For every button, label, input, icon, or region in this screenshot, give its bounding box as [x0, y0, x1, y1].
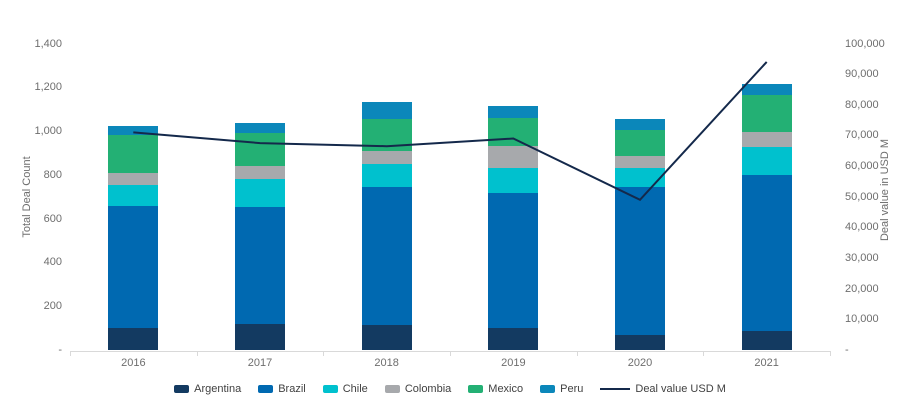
left-axis-tick-label: 1,000	[34, 125, 62, 138]
legend-item-colombia: Colombia	[384, 383, 452, 395]
x-axis-label-2019: 2019	[501, 357, 526, 369]
bar-segment-colombia-2017	[235, 166, 285, 180]
right-axis-title: Deal value in USD M	[879, 138, 891, 242]
x-axis-label-2021: 2021	[754, 357, 779, 369]
deal-value-line	[133, 61, 768, 202]
bar-segment-argentina-2018	[361, 324, 412, 350]
legend-swatch-peru	[540, 385, 556, 393]
left-axis-tick-label: 200	[43, 300, 62, 313]
x-axis-tick-mark	[323, 351, 325, 356]
legend-swatch-brazil	[258, 385, 274, 393]
bar-segment-argentina-2021	[741, 331, 792, 350]
legend-label: Mexico	[488, 383, 524, 395]
legend-label: Deal value USD M	[635, 383, 726, 395]
bar-segment-chile-2016	[108, 184, 159, 206]
bar-segment-chile-2019	[488, 168, 539, 194]
left-axis-tick-label: 400	[43, 256, 62, 269]
legend-swatch-mexico	[468, 385, 484, 393]
bar-segment-mexico-2017	[235, 133, 285, 167]
right-axis-tick-label: 20,000	[845, 282, 879, 295]
bar-segment-colombia-2018	[361, 150, 412, 164]
bar-segment-mexico-2019	[488, 117, 539, 147]
bar-segment-brazil-2016	[108, 205, 159, 329]
bar-segment-brazil-2018	[361, 186, 412, 325]
legend-label: Argentina	[194, 383, 242, 395]
x-axis-tick-mark	[703, 351, 705, 356]
x-axis-label-2016: 2016	[121, 357, 146, 369]
bar-segment-chile-2020	[615, 168, 665, 187]
left-axis-tick-label: 1,400	[34, 37, 62, 50]
bar-segment-peru-2020	[615, 119, 665, 130]
legend-label: Peru	[560, 383, 584, 395]
legend-swatch-colombia	[384, 385, 400, 393]
bar-segment-peru-2018	[361, 101, 412, 120]
right-axis-tick-label: 70,000	[845, 129, 879, 142]
left-axis-tick-label: 600	[43, 212, 62, 225]
bar-segment-peru-2016	[108, 125, 159, 136]
legend-label: Brazil	[278, 383, 306, 395]
bar-segment-mexico-2021	[741, 94, 792, 133]
x-axis-tick-mark	[196, 351, 198, 356]
bar-segment-brazil-2020	[615, 186, 665, 335]
x-axis-tick-mark	[70, 351, 71, 356]
bar-segment-chile-2021	[741, 147, 792, 175]
bar-segment-brazil-2019	[488, 193, 539, 329]
bar-segment-chile-2017	[235, 179, 285, 207]
legend-item-mexico: Mexico	[468, 383, 523, 395]
legend-label: Colombia	[404, 383, 452, 395]
bar-segment-brazil-2017	[235, 206, 285, 324]
right-axis-tick-label: 40,000	[845, 221, 879, 234]
bar-segment-argentina-2017	[235, 323, 285, 350]
bar-segment-argentina-2019	[488, 328, 539, 350]
x-axis-label-2017: 2017	[247, 357, 273, 369]
left-axis-tick-label: 1,200	[34, 81, 62, 94]
bar-segment-brazil-2021	[741, 174, 792, 332]
bar-segment-peru-2019	[488, 105, 539, 118]
left-axis-tick-label: 800	[43, 168, 62, 181]
bar-segment-colombia-2019	[488, 146, 539, 169]
legend-item-chile: Chile	[322, 383, 368, 395]
legend-item-brazil: Brazil	[258, 383, 306, 395]
bar-segment-mexico-2016	[108, 135, 159, 173]
right-axis-tick-label: -	[845, 344, 849, 356]
chart-legend: Argentina Brazil Chile Colombia Mexico Peru De…	[0, 383, 900, 395]
bar-segment-colombia-2016	[108, 172, 159, 185]
left-axis-tick-label: -	[58, 344, 62, 356]
right-axis-tick-label: 100,000	[845, 37, 885, 50]
bar-segment-chile-2018	[361, 163, 412, 187]
legend-swatch-chile	[322, 385, 338, 393]
bar-segment-colombia-2020	[615, 156, 665, 169]
bar-segment-colombia-2021	[741, 132, 792, 148]
right-axis-tick-label: 30,000	[845, 252, 879, 265]
x-axis-tick-mark	[576, 351, 578, 356]
bar-segment-peru-2017	[235, 123, 285, 134]
legend-label: Chile	[342, 383, 368, 395]
bar-segment-peru-2021	[741, 84, 792, 95]
bar-segment-mexico-2018	[361, 119, 412, 151]
right-axis-tick-label: 50,000	[845, 190, 879, 203]
legend-item-peru: Peru	[540, 383, 583, 395]
legend-line-swatch	[600, 388, 631, 390]
bar-segment-mexico-2020	[615, 129, 665, 157]
legend-swatch-argentina	[174, 385, 190, 393]
legend-item-argentina: Argentina	[174, 383, 241, 395]
x-axis-label-2020: 2020	[627, 357, 653, 369]
legend-item-deal-value-line: Deal value USD M	[600, 383, 726, 395]
right-axis-tick-label: 60,000	[845, 160, 879, 173]
bar-segment-argentina-2016	[108, 328, 159, 350]
right-axis-tick-label: 10,000	[845, 313, 879, 326]
bar-segment-argentina-2020	[615, 334, 665, 350]
x-axis-tick-mark	[450, 351, 451, 356]
x-axis-tick-mark	[830, 351, 831, 356]
right-axis-tick-label: 90,000	[845, 68, 879, 81]
x-axis-label-2018: 2018	[374, 357, 399, 369]
right-axis-tick-label: 80,000	[845, 98, 879, 111]
